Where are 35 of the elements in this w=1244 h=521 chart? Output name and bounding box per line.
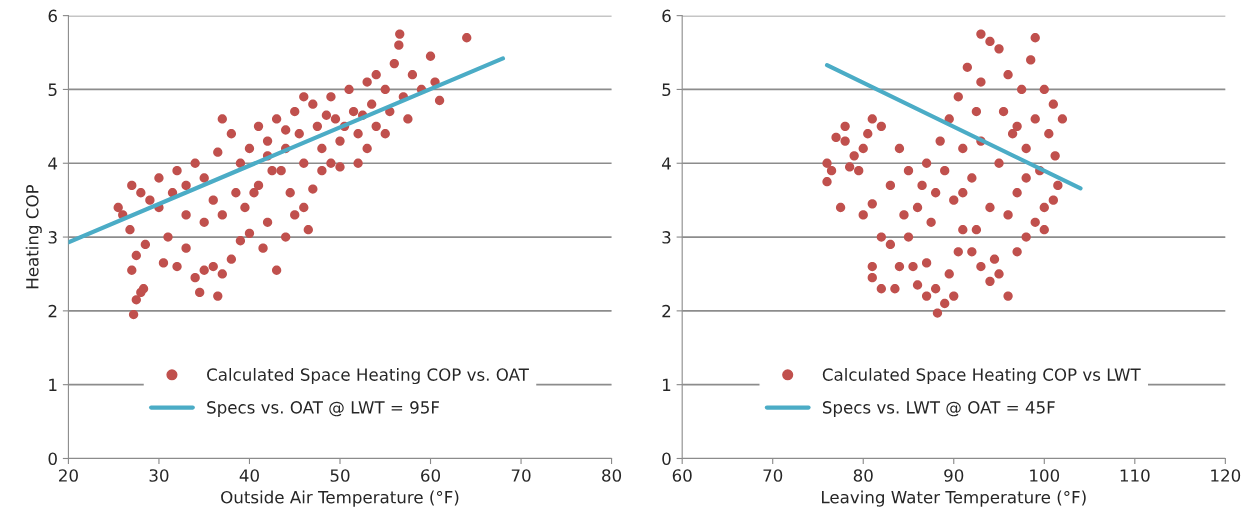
y-tick-label: 6 <box>48 9 57 23</box>
y-tick-label: 1 <box>662 378 671 391</box>
x-tick-label: 50 <box>330 469 350 482</box>
y-tick-label: 1 <box>49 378 57 391</box>
y-axis-title: Heating COP <box>25 184 42 289</box>
x-tick-label: 100 <box>1030 469 1060 482</box>
x-tick-label: 60 <box>421 469 441 482</box>
x-tick-label: 60 <box>672 469 692 482</box>
legend-label: Specs vs. OAT @ LWT = 95F <box>207 401 439 417</box>
y-tick-label: 3 <box>48 231 57 244</box>
x-tick-label: 120 <box>1211 469 1241 482</box>
x-tick-label: 80 <box>853 469 873 482</box>
y-tick-label: 6 <box>662 9 671 23</box>
x-tick-label: 40 <box>239 469 259 482</box>
y-tick-label: 4 <box>48 157 58 170</box>
x-tick-label: 20 <box>59 469 78 482</box>
y-tick-label: 4 <box>661 157 671 170</box>
legend-label: Calculated Space Heating COP vs. OAT <box>207 367 529 385</box>
y-tick-label: 3 <box>662 231 671 244</box>
x-tick-label: 110 <box>1120 469 1150 482</box>
y-tick-label: 0 <box>662 452 671 466</box>
x-axis-title: Outside Air Temperature (°F) <box>221 490 459 507</box>
x-tick-label: 80 <box>602 469 622 482</box>
y-tick-label: 5 <box>48 83 57 97</box>
x-tick-label: 70 <box>511 469 531 482</box>
legend-label: Specs vs. LWT @ OAT = 45F <box>822 401 1055 417</box>
x-tick-label: 90 <box>944 469 964 482</box>
y-tick-label: 5 <box>662 83 671 97</box>
x-tick-label: 70 <box>763 469 783 482</box>
y-tick-label: 2 <box>48 304 57 318</box>
y-tick-label: 0 <box>48 452 57 466</box>
legend-label: Calculated Space Heating COP vs LWT <box>822 367 1141 385</box>
x-tick-label: 30 <box>149 469 169 482</box>
y-tick-label: 2 <box>662 304 671 318</box>
x-axis-title: Leaving Water Temperature (°F) <box>822 490 1086 507</box>
